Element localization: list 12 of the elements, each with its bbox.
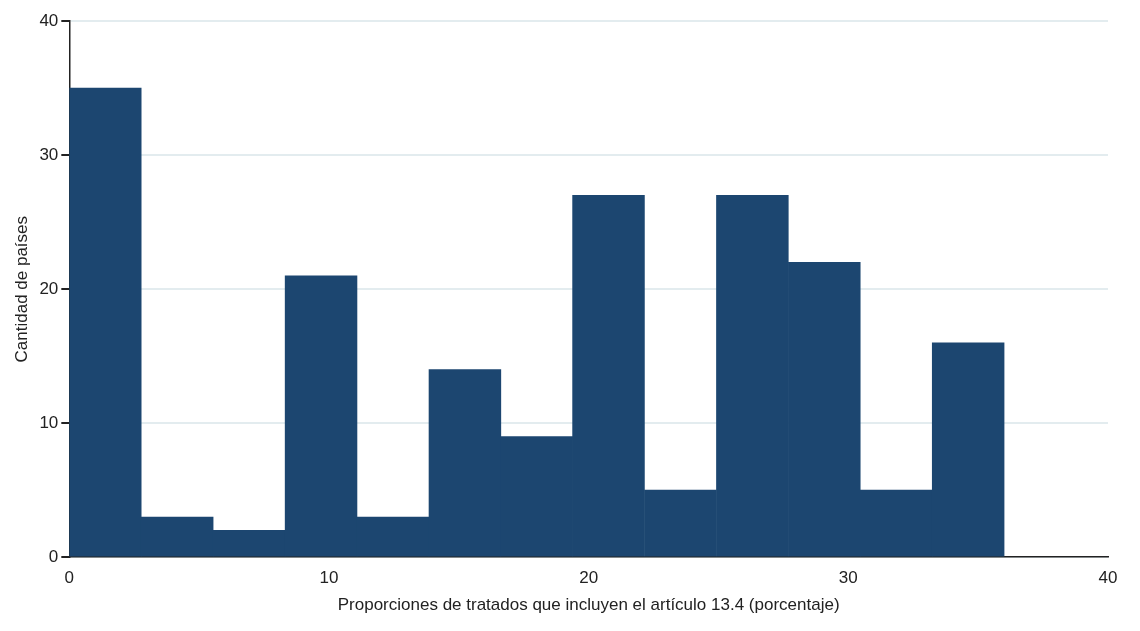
y-tick-label: 30 [39, 144, 59, 164]
y-tick-label: 20 [39, 278, 59, 298]
y-tick-label: 40 [39, 10, 59, 30]
x-tick-label: 30 [838, 568, 858, 588]
x-axis-title: Proporciones de tratados que incluyen el artículo 13.4 (porcentaje) [337, 595, 840, 615]
y-tick-label: 0 [48, 546, 59, 566]
x-tick-label: 0 [64, 568, 75, 588]
y-tick-label: 10 [39, 412, 59, 432]
x-tick-label: 10 [319, 568, 339, 588]
x-tick-label: 40 [1098, 568, 1118, 588]
y-axis-title: Cantidad de países [11, 215, 31, 363]
x-tick-label: 20 [579, 568, 599, 588]
